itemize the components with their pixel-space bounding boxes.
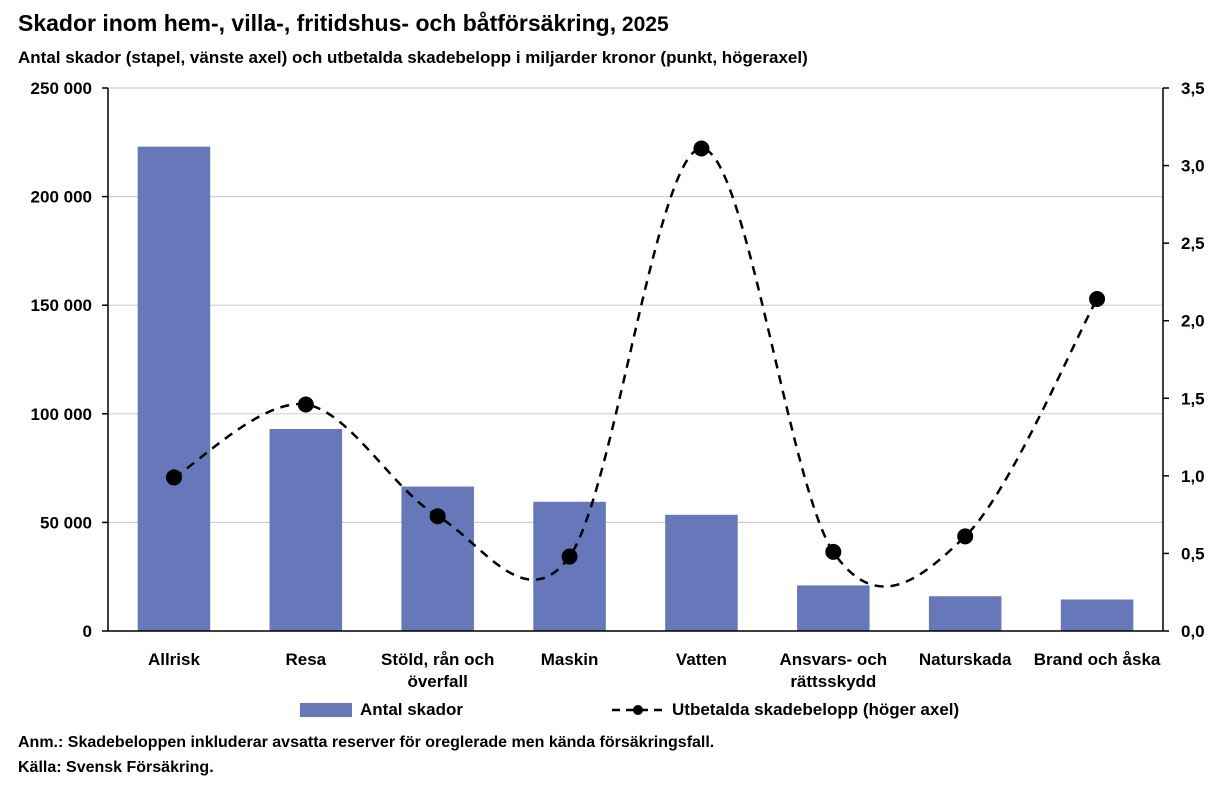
combo-chart: 0 50 000 100 000 150 000 200 000 250 000 0,0 0,… — [31, 79, 1205, 691]
bar-1 — [137, 146, 211, 632]
point-1 — [165, 469, 182, 486]
series-line-payouts — [173, 147, 1099, 588]
x-tick-label: Allrisk — [148, 650, 201, 669]
chart-subtitle: Antal skador (stapel, vänste axel) och u… — [18, 48, 808, 67]
point-7 — [957, 528, 974, 545]
footnote: Anm.: Skadebeloppen inkluderar avsatta r… — [18, 734, 715, 751]
point-2 — [297, 396, 314, 413]
y-left-tick-label: 250 000 — [31, 79, 92, 98]
bar-5 — [665, 514, 738, 631]
point-8 — [1089, 290, 1106, 307]
legend-label-line: Utbetalda skadebelopp (höger axel) — [672, 700, 960, 719]
y-right-tick-label: 0,5 — [1181, 544, 1205, 563]
bar-6 — [797, 585, 870, 631]
y-right-tick-label: 3,0 — [1181, 157, 1205, 176]
y-right-tick-label: 1,5 — [1181, 389, 1205, 408]
y-right-tick-label: 3,5 — [1181, 79, 1205, 98]
x-tick-label: Ansvars- och — [779, 650, 887, 669]
y-left-tick-label: 50 000 — [40, 513, 92, 532]
y-right-tick-label: 1,0 — [1181, 467, 1205, 486]
point-3 — [429, 508, 446, 525]
y-left-tick-label: 150 000 — [31, 296, 92, 315]
chart-title-year: 2025 — [616, 13, 669, 36]
x-tick-label: Resa — [285, 650, 326, 669]
x-tick-label: Naturskada — [919, 650, 1012, 669]
x-tick-label: Brand och åska — [1034, 650, 1161, 669]
legend-bar-swatch — [300, 703, 352, 717]
bar-8 — [1060, 599, 1134, 631]
legend-item-bars: Antal skador — [300, 700, 463, 720]
bar-2 — [269, 429, 343, 631]
bar-7 — [928, 596, 1002, 631]
legend-item-line: Utbetalda skadebelopp (höger axel) — [610, 700, 959, 720]
y-left-tick-label: 0 — [83, 622, 92, 641]
y-right-tick-label: 0,0 — [1181, 622, 1205, 641]
x-tick-label: Stöld, rån och — [381, 650, 494, 669]
point-6 — [825, 543, 842, 560]
point-4 — [561, 548, 578, 565]
y-right-tick-label: 2,0 — [1181, 312, 1205, 331]
legend-line-swatch — [612, 705, 664, 715]
x-tick-label: rättsskydd — [790, 672, 876, 691]
chart-title-main: Skador inom hem-, villa-, fritidshus- oc… — [18, 10, 617, 36]
chart-title: Skador inom hem-, villa-, fritidshus- oc… — [18, 10, 669, 37]
x-tick-label: överfall — [407, 672, 467, 691]
y-right-tick-label: 2,5 — [1181, 234, 1205, 253]
point-5 — [693, 140, 710, 157]
y-left-tick-label: 200 000 — [31, 188, 92, 207]
x-tick-label: Vatten — [676, 650, 727, 669]
y-left-tick-label: 100 000 — [31, 405, 92, 424]
chart-legend: Antal skador Utbetalda skadebelopp (höge… — [0, 700, 1219, 724]
source-note: Källa: Svensk Försäkring. — [18, 759, 214, 776]
x-tick-label: Maskin — [541, 650, 599, 669]
legend-label-bars: Antal skador — [360, 700, 463, 719]
bar-4 — [533, 501, 606, 631]
